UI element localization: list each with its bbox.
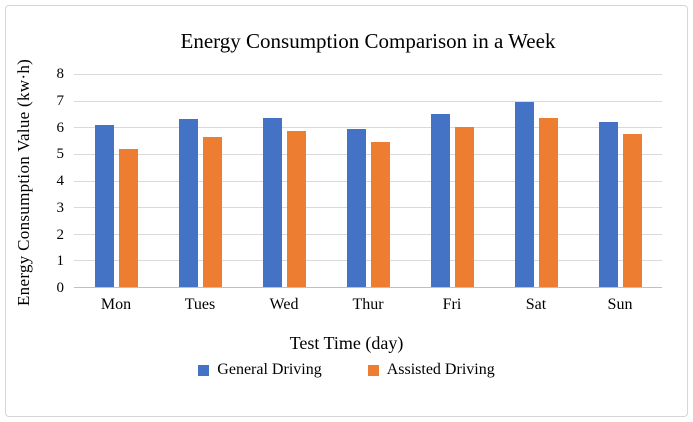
y-tick-label: 4: [56, 173, 65, 189]
gridline: [74, 233, 662, 235]
x-tick-labels: Mon Tues Wed Thur Fri Sat Sun: [74, 296, 662, 314]
y-tick-label: 3: [56, 199, 65, 216]
bar-assisted-driving: [202, 136, 222, 287]
gridline: [74, 100, 662, 102]
plot-area: [74, 74, 662, 288]
bar-group-sun: [578, 74, 662, 287]
legend: General Driving Assisted Driving: [0, 361, 693, 379]
x-tick-label: Thur: [352, 296, 384, 313]
x-tick-label: Wed: [269, 296, 299, 313]
x-tick-label: Tues: [184, 296, 216, 313]
legend-item-assisted-driving: Assisted Driving: [367, 361, 495, 379]
y-tick-label: 6: [56, 119, 65, 136]
bar-group-mon: [74, 74, 158, 287]
bar-group-sat: [494, 74, 578, 287]
bar-groups: [74, 74, 662, 287]
bar-general-driving: [262, 117, 282, 287]
bar-general-driving: [346, 128, 366, 287]
y-tick-label: 0: [56, 280, 65, 296]
legend-item-general-driving: General Driving: [198, 361, 322, 379]
bar-group-thur: [326, 74, 410, 287]
x-tick-label: Mon: [100, 296, 132, 313]
bar-general-driving: [178, 119, 198, 287]
gridline: [74, 207, 662, 209]
legend-swatch-general-driving: [198, 364, 210, 376]
x-tick-label: Sun: [607, 296, 633, 313]
bar-assisted-driving: [286, 131, 306, 287]
bar-general-driving: [598, 121, 618, 287]
bar-group-wed: [242, 74, 326, 287]
gridline: [74, 153, 662, 155]
legend-swatch-assisted-driving: [367, 364, 379, 376]
y-tick-label: 7: [56, 92, 65, 109]
y-tick-label: 1: [56, 253, 65, 270]
bar-assisted-driving: [118, 148, 138, 287]
x-tick-label: Fri: [442, 296, 462, 313]
gridline: [74, 180, 662, 182]
bar-general-driving: [94, 124, 114, 287]
bar-general-driving: [430, 113, 450, 287]
x-tick-label: Sat: [525, 296, 547, 313]
bar-general-driving: [514, 101, 534, 287]
y-tick-label: 2: [56, 226, 65, 243]
bar-assisted-driving: [454, 127, 474, 287]
x-axis-title: Test Time (day): [289, 333, 404, 353]
legend-label: Assisted Driving: [386, 361, 495, 378]
y-tick-label: 8: [56, 66, 65, 82]
y-tick-label: 5: [56, 146, 65, 163]
gridline: [74, 260, 662, 262]
bar-group-tues: [158, 74, 242, 287]
gridline: [74, 74, 662, 75]
bar-assisted-driving: [622, 133, 642, 287]
y-tick-labels: 0 1 2 3 4 5 6 7 8: [0, 66, 65, 296]
bar-group-fri: [410, 74, 494, 287]
chart-title: Energy Consumption Comparison in a Week: [180, 29, 556, 53]
gridline: [74, 127, 662, 129]
bar-assisted-driving: [370, 141, 390, 287]
legend-label: General Driving: [217, 361, 322, 378]
bar-assisted-driving: [538, 117, 558, 287]
